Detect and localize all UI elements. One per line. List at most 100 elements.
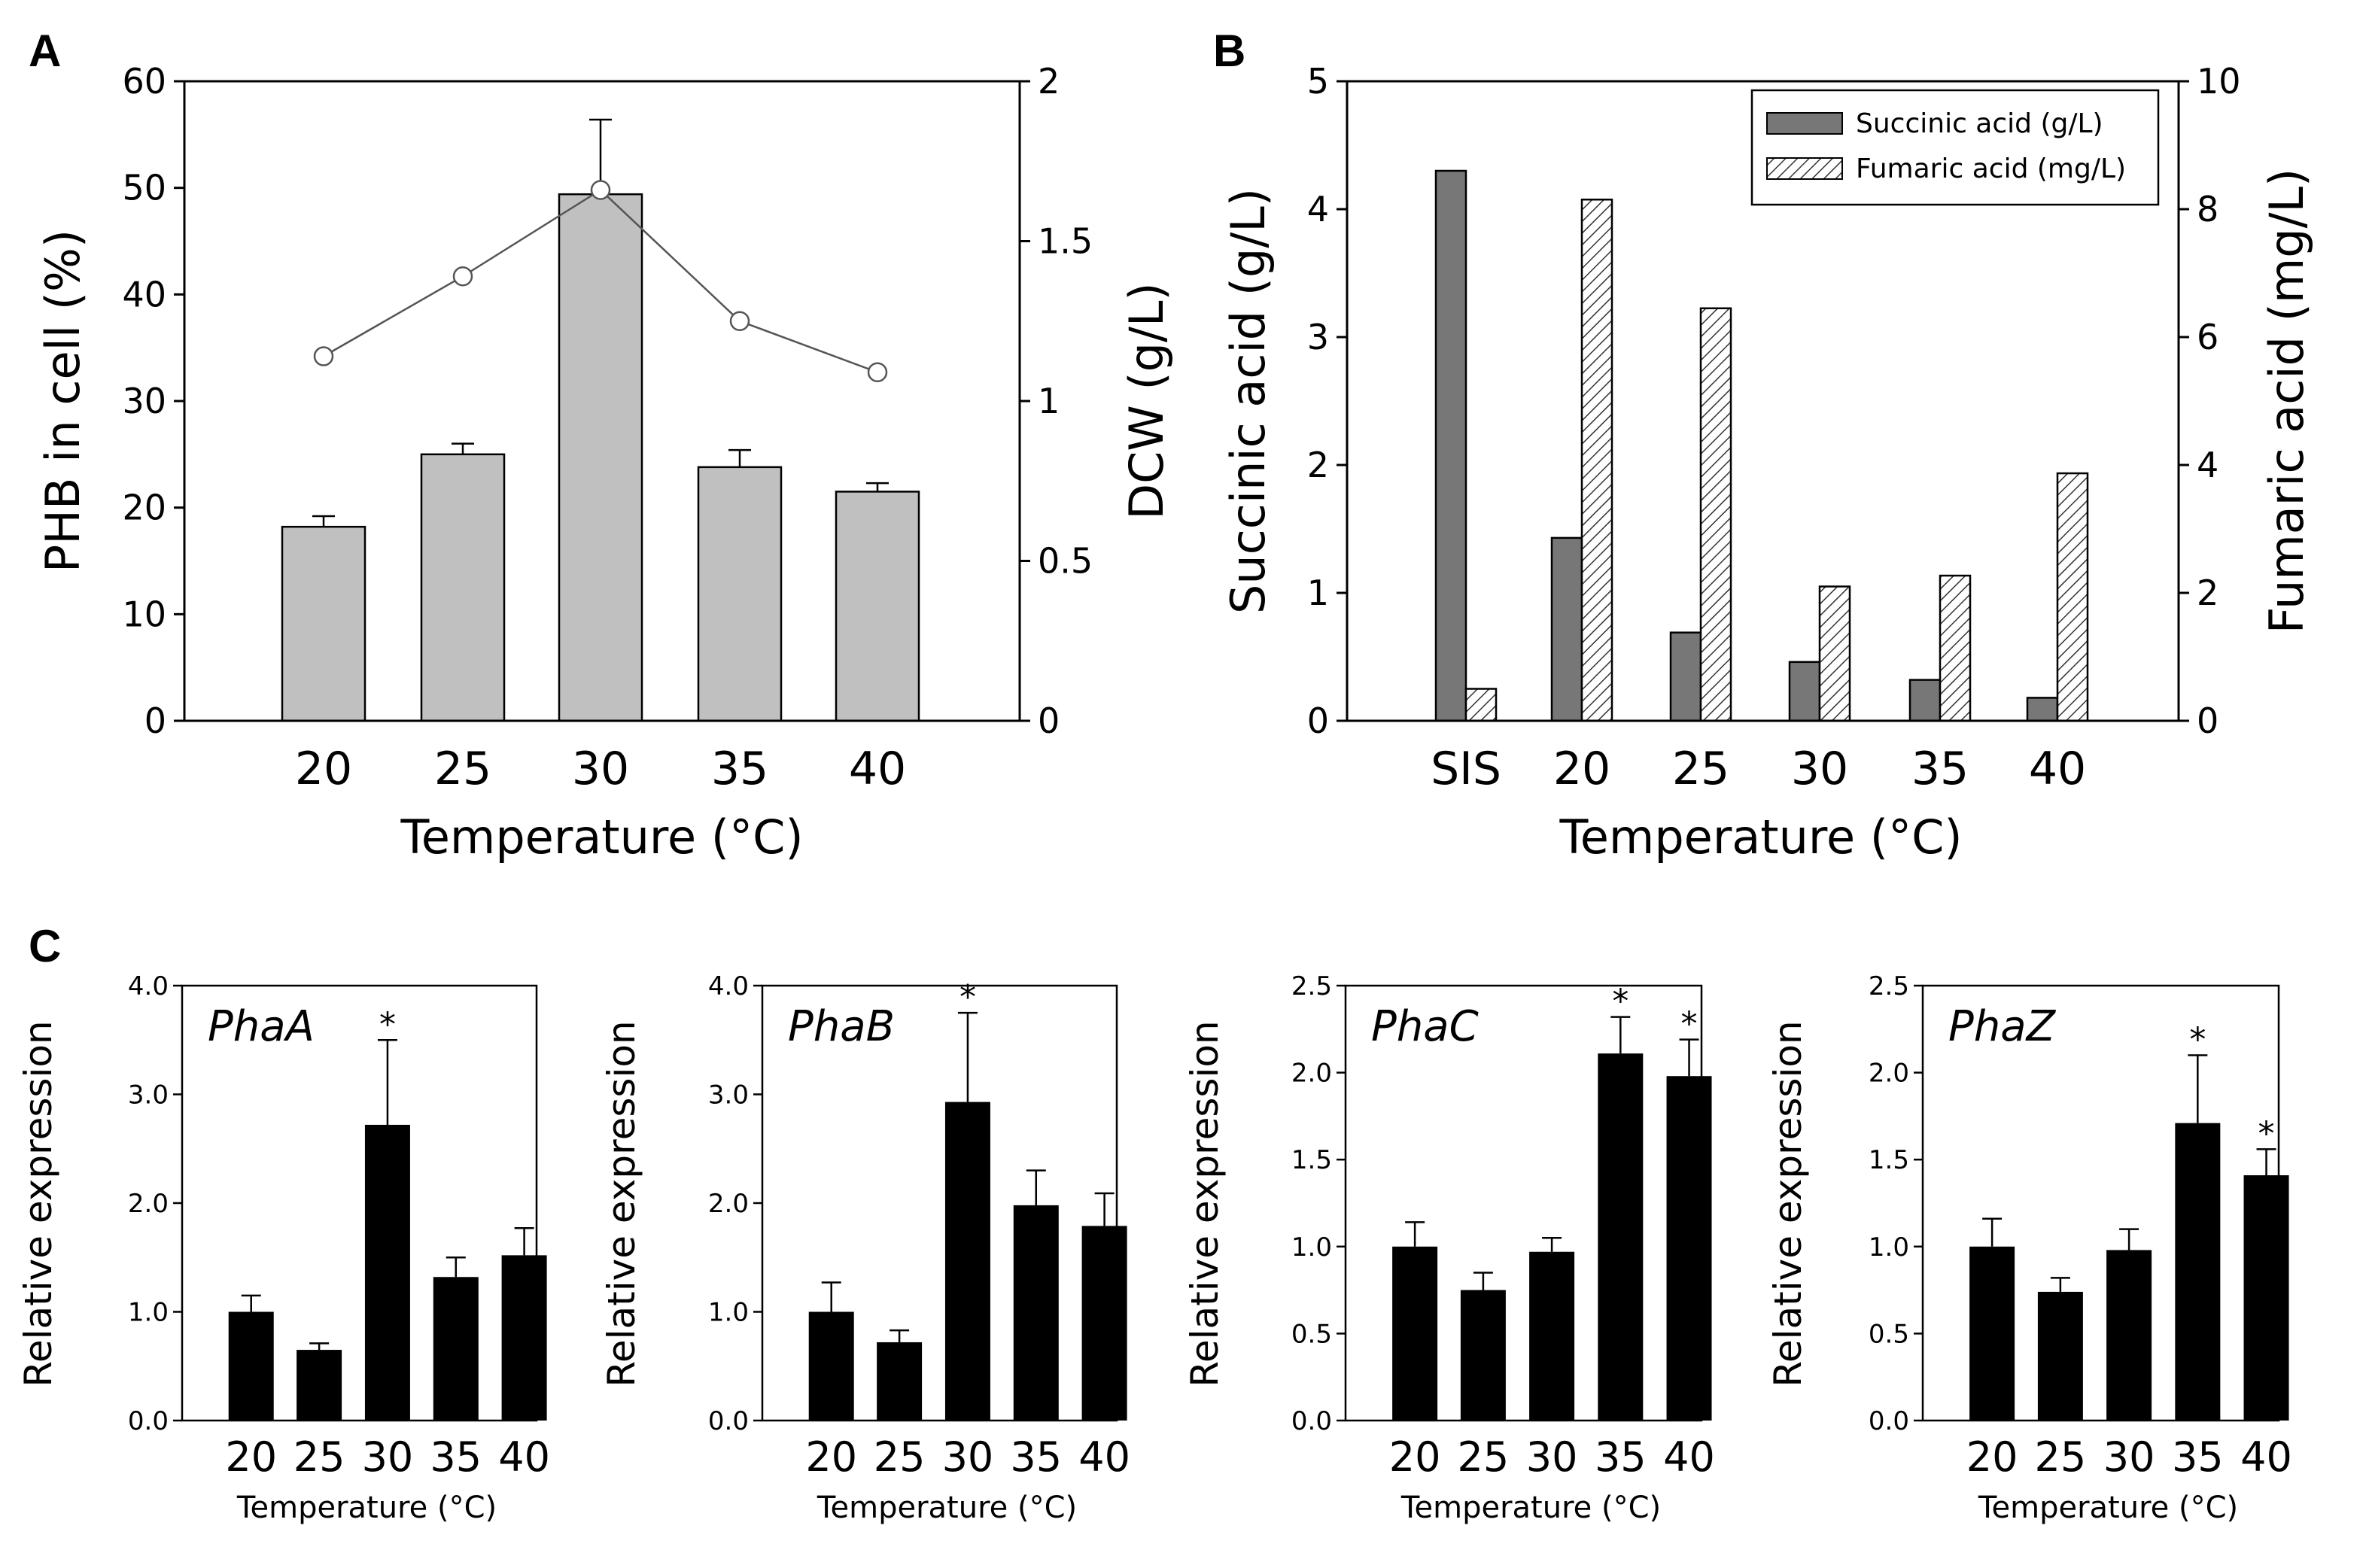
y2-tick-label-a: 1 [1038,381,1060,421]
x-tick-label-b: 40 [2029,743,2086,795]
x-tick-label-PhaZ: 20 [1966,1433,2018,1481]
phb-bar-30 [558,193,643,722]
PhaB-bar-20 [808,1311,854,1421]
y2-tick-label-b: 2 [2197,573,2219,613]
PhaZ-significance-40: * [2258,1114,2275,1153]
PhaZ-bar-30 [2106,1250,2152,1421]
y-tick-label-PhaZ: 1.5 [1869,1145,1909,1175]
dcw-point-30 [590,180,611,200]
panel-letter-a: A [29,26,61,76]
dcw-point-40 [867,362,888,382]
x-axis-title-PhaC: Temperature (°C) [1400,1491,1661,1525]
x-axis-title-b: Temperature (°C) [1559,810,1962,865]
y-tick-label-b: 2 [1307,445,1329,485]
x-tick-label-b: 20 [1553,743,1610,795]
y-tick-label-PhaA: 4.0 [128,971,169,1001]
fumaric-bar-40 [2056,472,2089,722]
x-tick-label-PhaZ: 25 [2035,1433,2087,1481]
y2-tick-label-a: 0.5 [1038,541,1093,582]
y-tick-label-PhaA: 3.0 [128,1080,169,1111]
fumaric-bar-30 [1818,585,1851,722]
PhaA-bar-30 [364,1124,410,1421]
y-tick-label-PhaZ: 0.5 [1869,1319,1909,1349]
y-tick-label-a: 0 [144,700,166,741]
x-tick-label-a: 25 [434,743,491,795]
x-tick-label-a: 40 [849,743,906,795]
y-axis-title-a: PHB in cell (%) [35,229,90,573]
legend-label-succinic: Succinic acid (g/L) [1856,108,2103,139]
plot-frame-PhaZ [1921,984,2280,1422]
x-axis-title-PhaZ: Temperature (°C) [1978,1491,2238,1525]
PhaC-significance-35: * [1612,983,1629,1021]
x-axis-title-a: Temperature (°C) [400,810,803,865]
x-tick-label-PhaA: 40 [498,1433,550,1481]
PhaC-bar-25 [1460,1290,1506,1421]
legend-swatch-fumaric [1766,157,1843,180]
y-tick-label-b: 0 [1307,700,1329,741]
y-axis-title-PhaC: Relative expression [1183,1020,1227,1387]
PhaB-bar-30 [944,1102,990,1421]
PhaC-significance-40: * [1681,1005,1698,1044]
chart-c-phac: * * 0.0 0.5 1.0 1.5 2.0 2.5 20 25 30 35 40Temperatur… [1183,971,1715,1525]
PhaC-bar-40 [1666,1076,1712,1421]
plot-frame-PhaC [1344,984,1703,1422]
y-tick-label-a: 50 [122,168,166,208]
PhaZ-bar-20 [1969,1246,2015,1421]
x-tick-label-PhaZ: 40 [2240,1433,2292,1481]
y2-tick-label-b: 0 [2197,700,2219,741]
phb-bar-20 [281,525,366,722]
x-tick-label-PhaA: 25 [293,1433,345,1481]
y-tick-label-a: 10 [122,594,166,634]
y-tick-label-b: 1 [1307,573,1329,613]
y-tick-label-b: 4 [1307,189,1329,229]
PhaA-bar-25 [297,1350,342,1421]
y2-tick-label-a: 0 [1038,700,1060,741]
y-tick-label-PhaB: 3.0 [708,1080,749,1111]
fumaric-bar-35 [1939,574,1972,722]
x-tick-label-a: 35 [711,743,768,795]
y-tick-label-PhaB: 0.0 [708,1406,749,1436]
plot-frame-b [1346,80,2180,722]
PhaZ-significance-35: * [2189,1020,2206,1059]
gene-label-PhaB: PhaB [788,1002,895,1051]
x-tick-label-PhaC: 20 [1389,1433,1441,1481]
y-axis-title-PhaB: Relative expression [600,1020,643,1387]
x-tick-label-PhaC: 25 [1458,1433,1510,1481]
y-tick-label-PhaC: 2.0 [1291,1059,1332,1089]
y2-tick-label-b: 6 [2197,317,2219,357]
x-tick-label-PhaB: 20 [805,1433,857,1481]
y-tick-label-a: 20 [122,488,166,528]
x-tick-label-a: 20 [295,743,352,795]
x-tick-label-PhaA: 30 [362,1433,414,1481]
PhaB-bar-40 [1081,1226,1127,1421]
PhaB-significance-30: * [959,978,976,1016]
PhaB-bar-25 [877,1342,923,1421]
x-tick-label-PhaA: 35 [430,1433,482,1481]
PhaZ-bar-40 [2243,1175,2289,1421]
succinic-bar-35 [1908,679,1942,722]
x-tick-label-PhaB: 25 [874,1433,926,1481]
chart-a-phb-dcw: 0 10 20 30 40 50 60 0 0.5 1 1.5 2 20 25 30 35 40 Temperat… [35,61,1174,865]
gene-label-PhaA: PhaA [208,1002,315,1051]
y-tick-label-PhaC: 1.0 [1291,1232,1332,1263]
legend-label-fumaric: Fumaric acid (mg/L) [1856,153,2126,184]
dcw-point-20 [313,346,334,366]
fumaric-bar-SIS [1464,688,1498,722]
y-tick-label-PhaC: 1.5 [1291,1145,1332,1175]
y-axis-title-PhaA: Relative expression [17,1020,60,1387]
legend-frame [1750,89,2160,206]
y-tick-label-PhaB: 2.0 [708,1189,749,1219]
y-tick-label-a: 40 [122,274,166,315]
x-tick-label-a: 30 [572,743,629,795]
y2-tick-label-b: 4 [2197,445,2219,485]
phb-bar-25 [420,453,506,722]
PhaZ-bar-35 [2175,1123,2221,1421]
panel-letter-c: C [29,921,61,971]
y-tick-label-a: 30 [122,381,166,421]
y-tick-label-b: 5 [1307,61,1329,102]
x-tick-label-PhaZ: 30 [2103,1433,2155,1481]
PhaA-bar-35 [433,1277,479,1421]
